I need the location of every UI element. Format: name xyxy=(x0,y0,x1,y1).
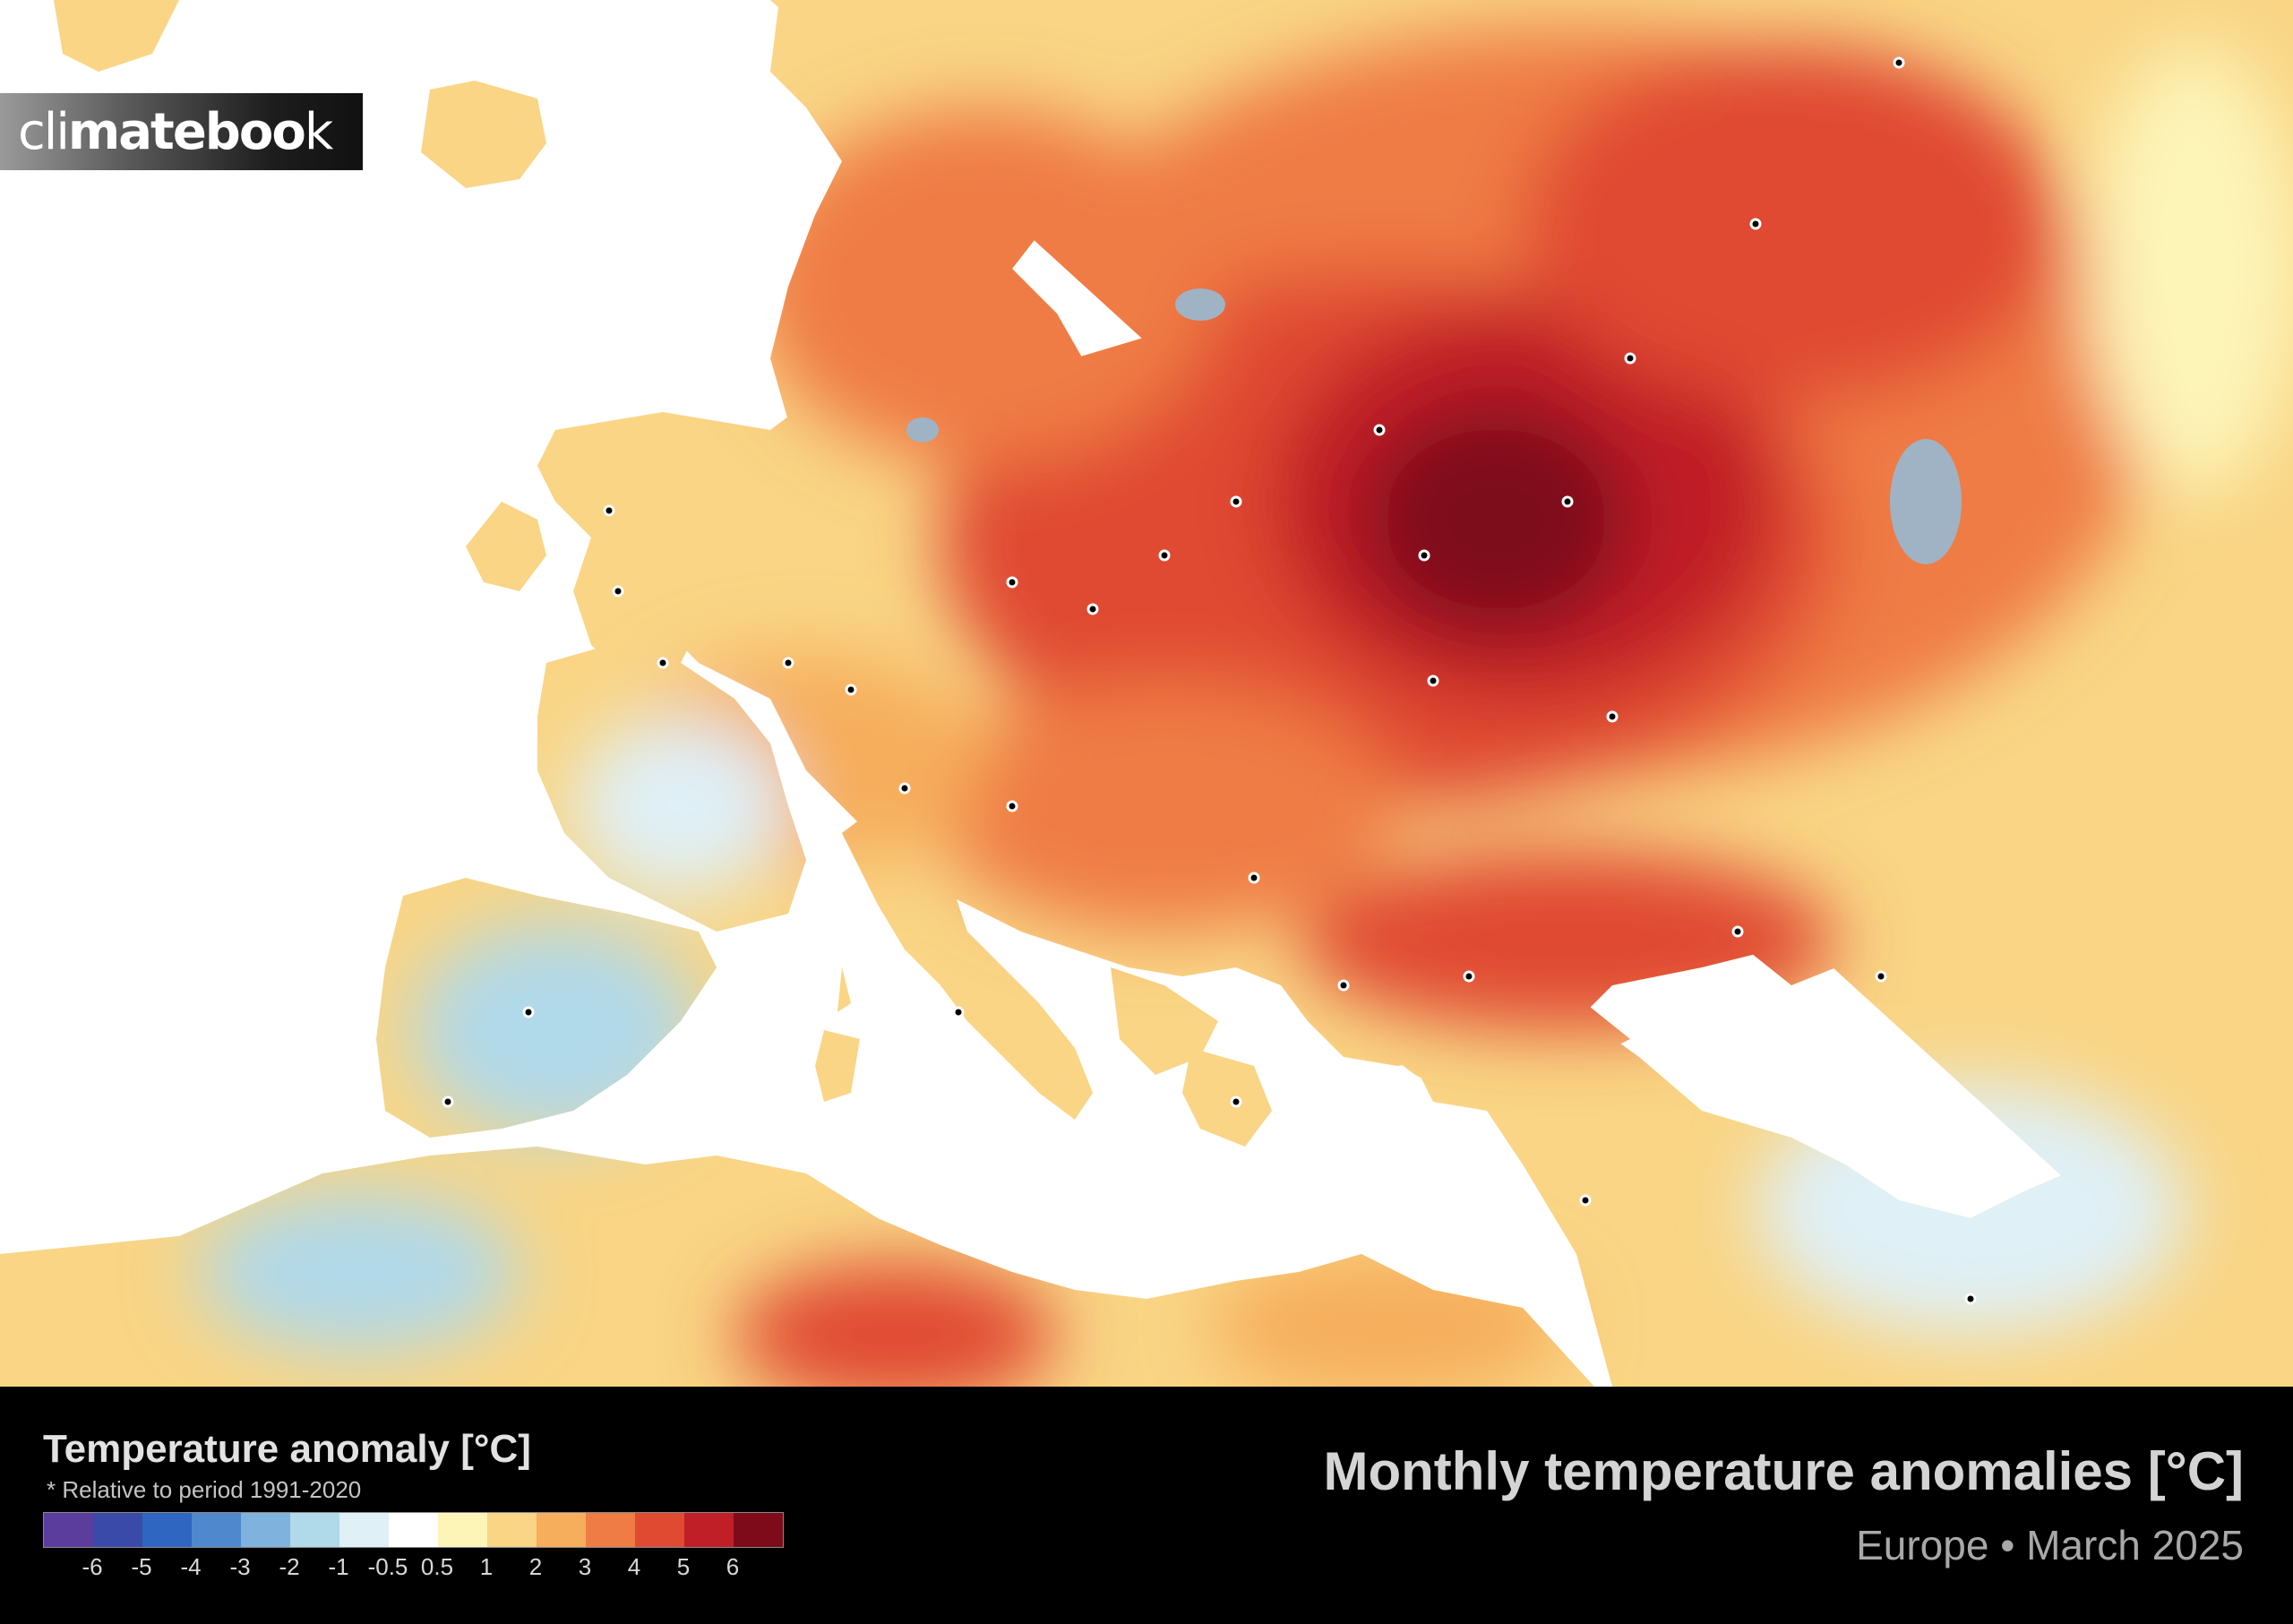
color-swatch xyxy=(684,1513,734,1547)
scale-tick-label: -3 xyxy=(229,1553,251,1580)
color-swatch xyxy=(635,1513,684,1547)
city-markers xyxy=(442,56,1977,1305)
scale-tick-label: 4 xyxy=(627,1553,641,1580)
inland-lakes xyxy=(906,288,1962,564)
color-swatch xyxy=(44,1513,93,1547)
color-scale-bar xyxy=(43,1512,784,1548)
scale-tick-label: 2 xyxy=(528,1553,543,1580)
scale-tick-label: 0.5 xyxy=(420,1553,454,1580)
map-title: Monthly temperature anomalies [°C] xyxy=(1323,1441,2245,1501)
scale-tick-label: 6 xyxy=(726,1553,740,1580)
scale-tick-label: -0.5 xyxy=(367,1553,408,1580)
climatebook-logo: cli mate boo k xyxy=(0,93,363,170)
logo-text-suffix: boo xyxy=(204,102,306,161)
color-swatch xyxy=(734,1513,783,1547)
scale-tick-label: -1 xyxy=(328,1553,349,1580)
temperature-anomaly-map xyxy=(0,0,2293,1387)
scale-tick-label: -2 xyxy=(279,1553,300,1580)
color-swatch xyxy=(389,1513,438,1547)
color-swatch xyxy=(438,1513,487,1547)
color-swatch xyxy=(290,1513,339,1547)
scale-tick-label: 1 xyxy=(479,1553,494,1580)
color-swatch xyxy=(339,1513,389,1547)
logo-text-mid: mate xyxy=(67,102,207,161)
logo-text-end: k xyxy=(304,102,333,161)
legend-title: Temperature anomaly [°C] xyxy=(43,1427,531,1471)
logo-text-prefix: cli xyxy=(18,102,70,161)
color-swatch xyxy=(93,1513,142,1547)
footer-panel: Temperature anomaly [°C] * Relative to p… xyxy=(0,1387,2293,1624)
color-swatch xyxy=(537,1513,586,1547)
color-swatch xyxy=(586,1513,635,1547)
color-scale-ticks: -6 -5 -4 -3 -2 -1 -0.5 0.5 1 2 3 4 5 6 xyxy=(43,1553,786,1589)
color-swatch xyxy=(487,1513,537,1547)
color-swatch xyxy=(241,1513,290,1547)
scale-tick-label: -5 xyxy=(131,1553,152,1580)
scale-tick-label: -6 xyxy=(82,1553,103,1580)
map-subtitle: Europe • March 2025 xyxy=(1856,1522,2244,1568)
color-swatch xyxy=(142,1513,192,1547)
scale-tick-label: 3 xyxy=(578,1553,592,1580)
legend-note: * Relative to period 1991-2020 xyxy=(47,1476,362,1503)
color-swatch xyxy=(192,1513,241,1547)
scale-tick-label: -4 xyxy=(180,1553,202,1580)
scale-tick-label: 5 xyxy=(676,1553,691,1580)
